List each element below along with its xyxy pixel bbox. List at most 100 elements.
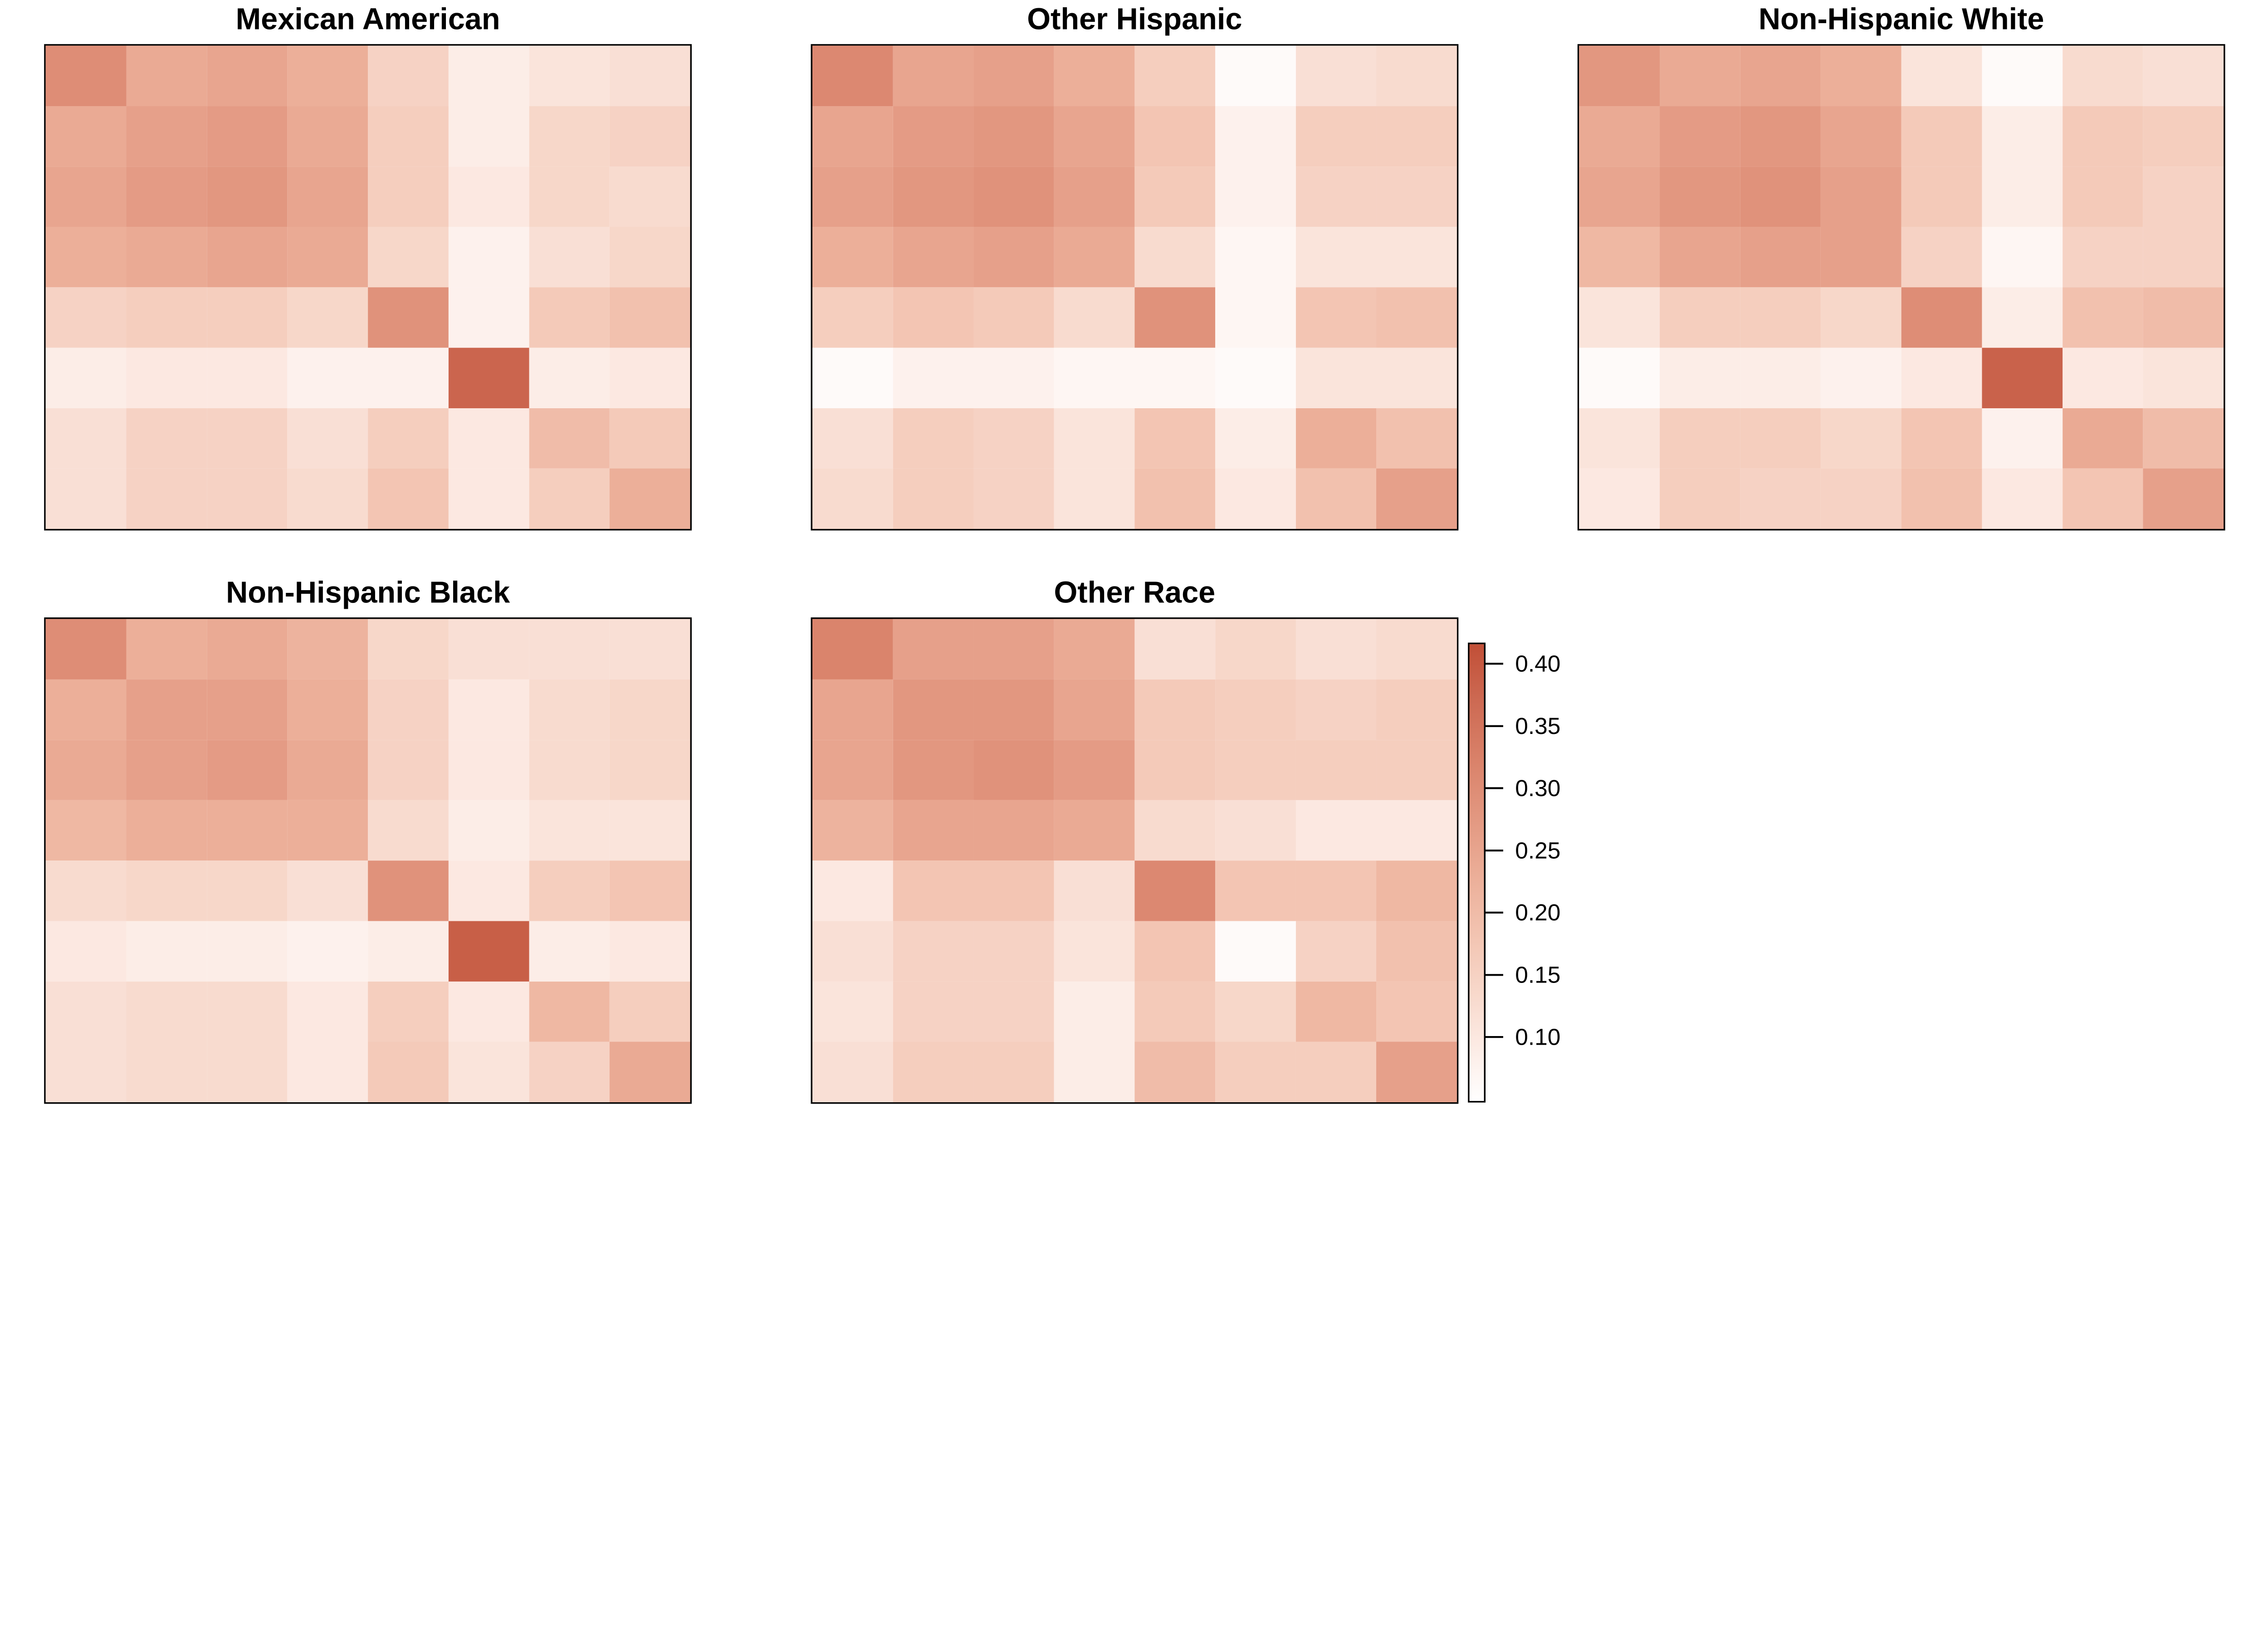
heatmap-cell [1376,619,1457,680]
heatmap-cell [1982,45,2063,106]
heatmap-cell [812,800,893,861]
heatmap-cell [973,921,1054,982]
heatmap-cell [448,861,529,921]
heatmap-cell [1054,106,1135,167]
heatmap-cell [893,921,974,982]
heatmap-cell [1215,981,1296,1042]
heatmap-cell [1982,227,2063,288]
heatmap-grid [811,617,1459,1104]
heatmap-cell [1982,287,2063,348]
heatmap-cell [1054,921,1135,982]
heatmap-cell [1376,227,1457,288]
heatmap-cell [973,45,1054,106]
heatmap-panel-non-hispanic-black: Non-Hispanic Black [44,576,692,1104]
heatmap-cell [126,45,207,106]
heatmap-cell [973,739,1054,801]
heatmap-cell [206,45,288,106]
heatmap-cell [45,408,127,469]
heatmap-cell [1376,800,1457,861]
heatmap-cell [609,800,690,861]
heatmap-cell [287,45,368,106]
heatmap-cell [1982,166,2063,227]
colorbar-gradient [1468,642,1486,1103]
heatmap-cell [1376,45,1457,106]
heatmap-cell [45,619,127,680]
heatmap-cell [287,106,368,167]
panel-title: Non-Hispanic White [1758,2,2044,36]
heatmap-cell [1901,347,1982,408]
heatmap-cell [368,45,449,106]
heatmap-cell [368,800,449,861]
heatmap-cell [1376,739,1457,801]
heatmap-cell [609,921,690,982]
figure-canvas: Mexican American Other Hispanic Non-Hisp… [44,2,2225,1104]
heatmap-cell [893,347,974,408]
heatmap-cell [609,106,690,167]
heatmap-cell [1295,1041,1377,1102]
heatmap-cell [812,408,893,469]
heatmap-cell [368,679,449,740]
heatmap-cell [1054,1041,1135,1102]
heatmap-cell [1376,106,1457,167]
legend-tick-label: 0.35 [1515,713,1561,739]
heatmap-cell [287,347,368,408]
heatmap-cell [1134,619,1215,680]
heatmap-cell [287,287,368,348]
heatmap-cell [1054,408,1135,469]
heatmap-cell [812,1041,893,1102]
heatmap-cell [812,921,893,982]
heatmap-cell [973,347,1054,408]
panel-title: Other Race [1054,576,1216,610]
heatmap-cell [2062,106,2143,167]
heatmap-cell [529,347,610,408]
heatmap-cell [1740,45,1821,106]
heatmap-cell [126,347,207,408]
heatmap-cell [812,347,893,408]
heatmap-cell [1054,45,1135,106]
heatmap-cell [1659,227,1740,288]
heatmap-cell [893,45,974,106]
heatmap-cell [1215,800,1296,861]
heatmap-cell [893,227,974,288]
heatmap-cell [1821,166,1901,227]
heatmap-cell [529,861,610,921]
heatmap-cell [1295,166,1377,227]
heatmap-cell [812,739,893,801]
heatmap-cell [2062,347,2143,408]
heatmap-cell [448,619,529,680]
heatmap-cell [448,679,529,740]
legend-tick-label: 0.20 [1515,899,1561,926]
heatmap-grid [1577,44,2225,531]
heatmap-cell [368,347,449,408]
heatmap-cell [1054,679,1135,740]
heatmap-cell [206,800,288,861]
heatmap-cell [1982,347,2063,408]
heatmap-cell [287,921,368,982]
heatmap-cell [287,468,368,529]
heatmap-cell [893,408,974,469]
heatmap-cell [1579,106,1660,167]
heatmap-cell [1215,1041,1296,1102]
heatmap-cell [448,921,529,982]
heatmap-cell [973,800,1054,861]
panel-title: Other Hispanic [1027,2,1242,36]
heatmap-cell [448,1041,529,1102]
heatmap-cell [1054,287,1135,348]
heatmap-cell [1376,981,1457,1042]
heatmap-cell [368,408,449,469]
heatmap-cell [206,106,288,167]
heatmap-cell [973,619,1054,680]
heatmap-cell [1740,106,1821,167]
heatmap-cell [126,227,207,288]
heatmap-cell [1134,408,1215,469]
heatmap-cell [812,619,893,680]
heatmap-cell [1901,166,1982,227]
heatmap-cell [368,468,449,529]
heatmap-cell [973,679,1054,740]
heatmap-cell [1134,800,1215,861]
heatmap-cell [1740,347,1821,408]
heatmap-cell [206,921,288,982]
legend-tick-label: 0.40 [1515,650,1561,677]
heatmap-cell [1295,468,1377,529]
legend-tick [1485,974,1503,976]
